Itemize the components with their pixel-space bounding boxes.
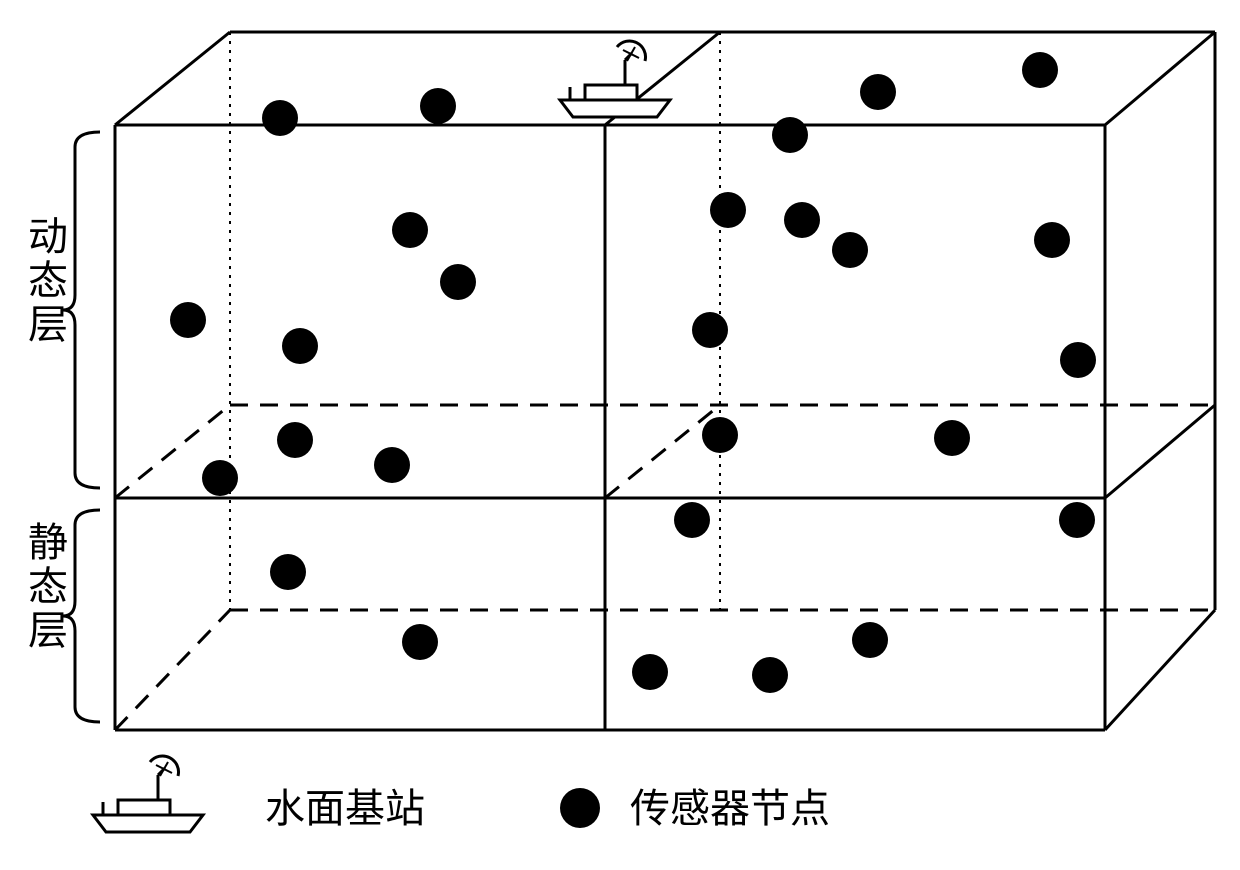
diagram-svg: 动态层 静态层 水面基站 传感器节点	[20, 20, 1220, 850]
sensor-node	[1060, 342, 1096, 378]
sensor-node	[832, 232, 868, 268]
sensor-node	[374, 447, 410, 483]
sensor-node	[632, 654, 668, 690]
sensor-node	[710, 192, 746, 228]
ship-on-surface	[560, 41, 670, 117]
cuboid-wireframe	[115, 32, 1215, 730]
sensor-node	[674, 502, 710, 538]
static-layer-label: 静态层	[28, 520, 68, 653]
legend-ship-label: 水面基站	[265, 786, 425, 831]
sensor-node	[402, 624, 438, 660]
sensor-nodes	[170, 52, 1096, 693]
sensor-node	[934, 420, 970, 456]
sensor-node	[702, 417, 738, 453]
sensor-node	[270, 554, 306, 590]
sensor-node	[752, 657, 788, 693]
layer-brackets	[63, 132, 100, 722]
sensor-node	[392, 212, 428, 248]
sensor-node	[772, 117, 808, 153]
legend-node-label: 传感器节点	[630, 786, 830, 831]
sensor-node	[282, 328, 318, 364]
sensor-node	[784, 202, 820, 238]
sensor-node	[262, 100, 298, 136]
sensor-node	[170, 302, 206, 338]
legend-ship-icon	[93, 756, 203, 832]
sensor-node	[1059, 502, 1095, 538]
legend: 水面基站 传感器节点	[93, 756, 830, 832]
sensor-node	[1034, 222, 1070, 258]
sensor-node	[692, 312, 728, 348]
layer-labels: 动态层 静态层	[28, 214, 68, 653]
sensor-node	[277, 422, 313, 458]
sensor-node	[852, 622, 888, 658]
sensor-node	[202, 460, 238, 496]
legend-node-icon	[560, 788, 600, 828]
sensor-node	[420, 88, 456, 124]
diagram-container: 动态层 静态层 水面基站 传感器节点	[20, 20, 1220, 850]
sensor-node	[860, 74, 896, 110]
sensor-node	[1022, 52, 1058, 88]
dynamic-layer-label: 动态层	[28, 214, 68, 347]
sensor-node	[440, 264, 476, 300]
